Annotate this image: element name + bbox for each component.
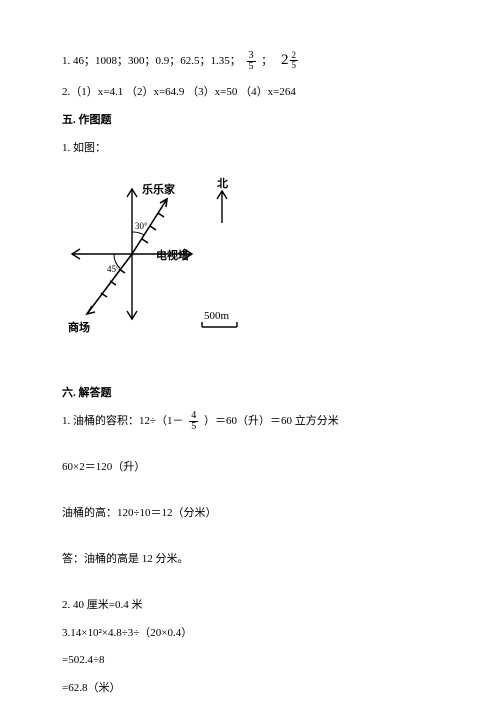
q2-line2: 3.14×10²×4.8÷3÷（20×0.4）: [62, 623, 438, 644]
fraction-4-5: 4 5: [189, 411, 198, 432]
text: ）＝60（升）＝60 立方分米: [204, 415, 339, 427]
q1-line2: 60×2＝120（升）: [62, 457, 438, 478]
section-5-title: 五. 作图题: [62, 110, 438, 131]
q2-line4: =62.8（米）: [62, 678, 438, 699]
label-north: 北: [217, 176, 228, 190]
label-lele: 乐乐家: [142, 182, 176, 196]
text: ；: [261, 55, 272, 67]
q2-line3: =502.4÷8: [62, 650, 438, 671]
fraction-3-5: 3 5: [247, 51, 256, 72]
answer-line-1: 1. 46；1008；300；0.9；62.5；1.35； 3 5 ； 2 2 …: [62, 46, 438, 75]
mixed-number: 2 2 5: [281, 46, 298, 75]
label-tv: 电视塔: [156, 248, 190, 262]
label-mall: 商场: [68, 320, 90, 334]
label-angle45: 45°: [107, 264, 120, 274]
section-6-title: 六. 解答题: [62, 383, 438, 404]
q1-line1: 1. 油桶的容积：12÷（1－ 4 5 ）＝60（升）＝60 立方分米: [62, 411, 438, 432]
section-5-item: 1. 如图：: [62, 138, 438, 159]
label-angle30: 30°: [135, 221, 148, 231]
diagram-svg: 乐乐家 北 电视塔 商场 500m 30° 45°: [62, 169, 262, 359]
diagram: 乐乐家 北 电视塔 商场 500m 30° 45°: [62, 169, 438, 367]
answer-line-2: 2.（1）x=4.1 （2）x=64.9 （3）x=50 （4）x=264: [62, 82, 438, 103]
text: 1. 46；1008；300；0.9；62.5；1.35；: [62, 55, 241, 67]
q1-line3: 油桶的高：120÷10＝12（分米）: [62, 503, 438, 524]
text: 1. 油桶的容积：12÷（1－: [62, 415, 184, 427]
q2-line1: 2. 40 厘米=0.4 米: [62, 595, 438, 616]
label-scale: 500m: [204, 310, 230, 322]
q1-line4: 答：油桶的高是 12 分米。: [62, 549, 438, 570]
